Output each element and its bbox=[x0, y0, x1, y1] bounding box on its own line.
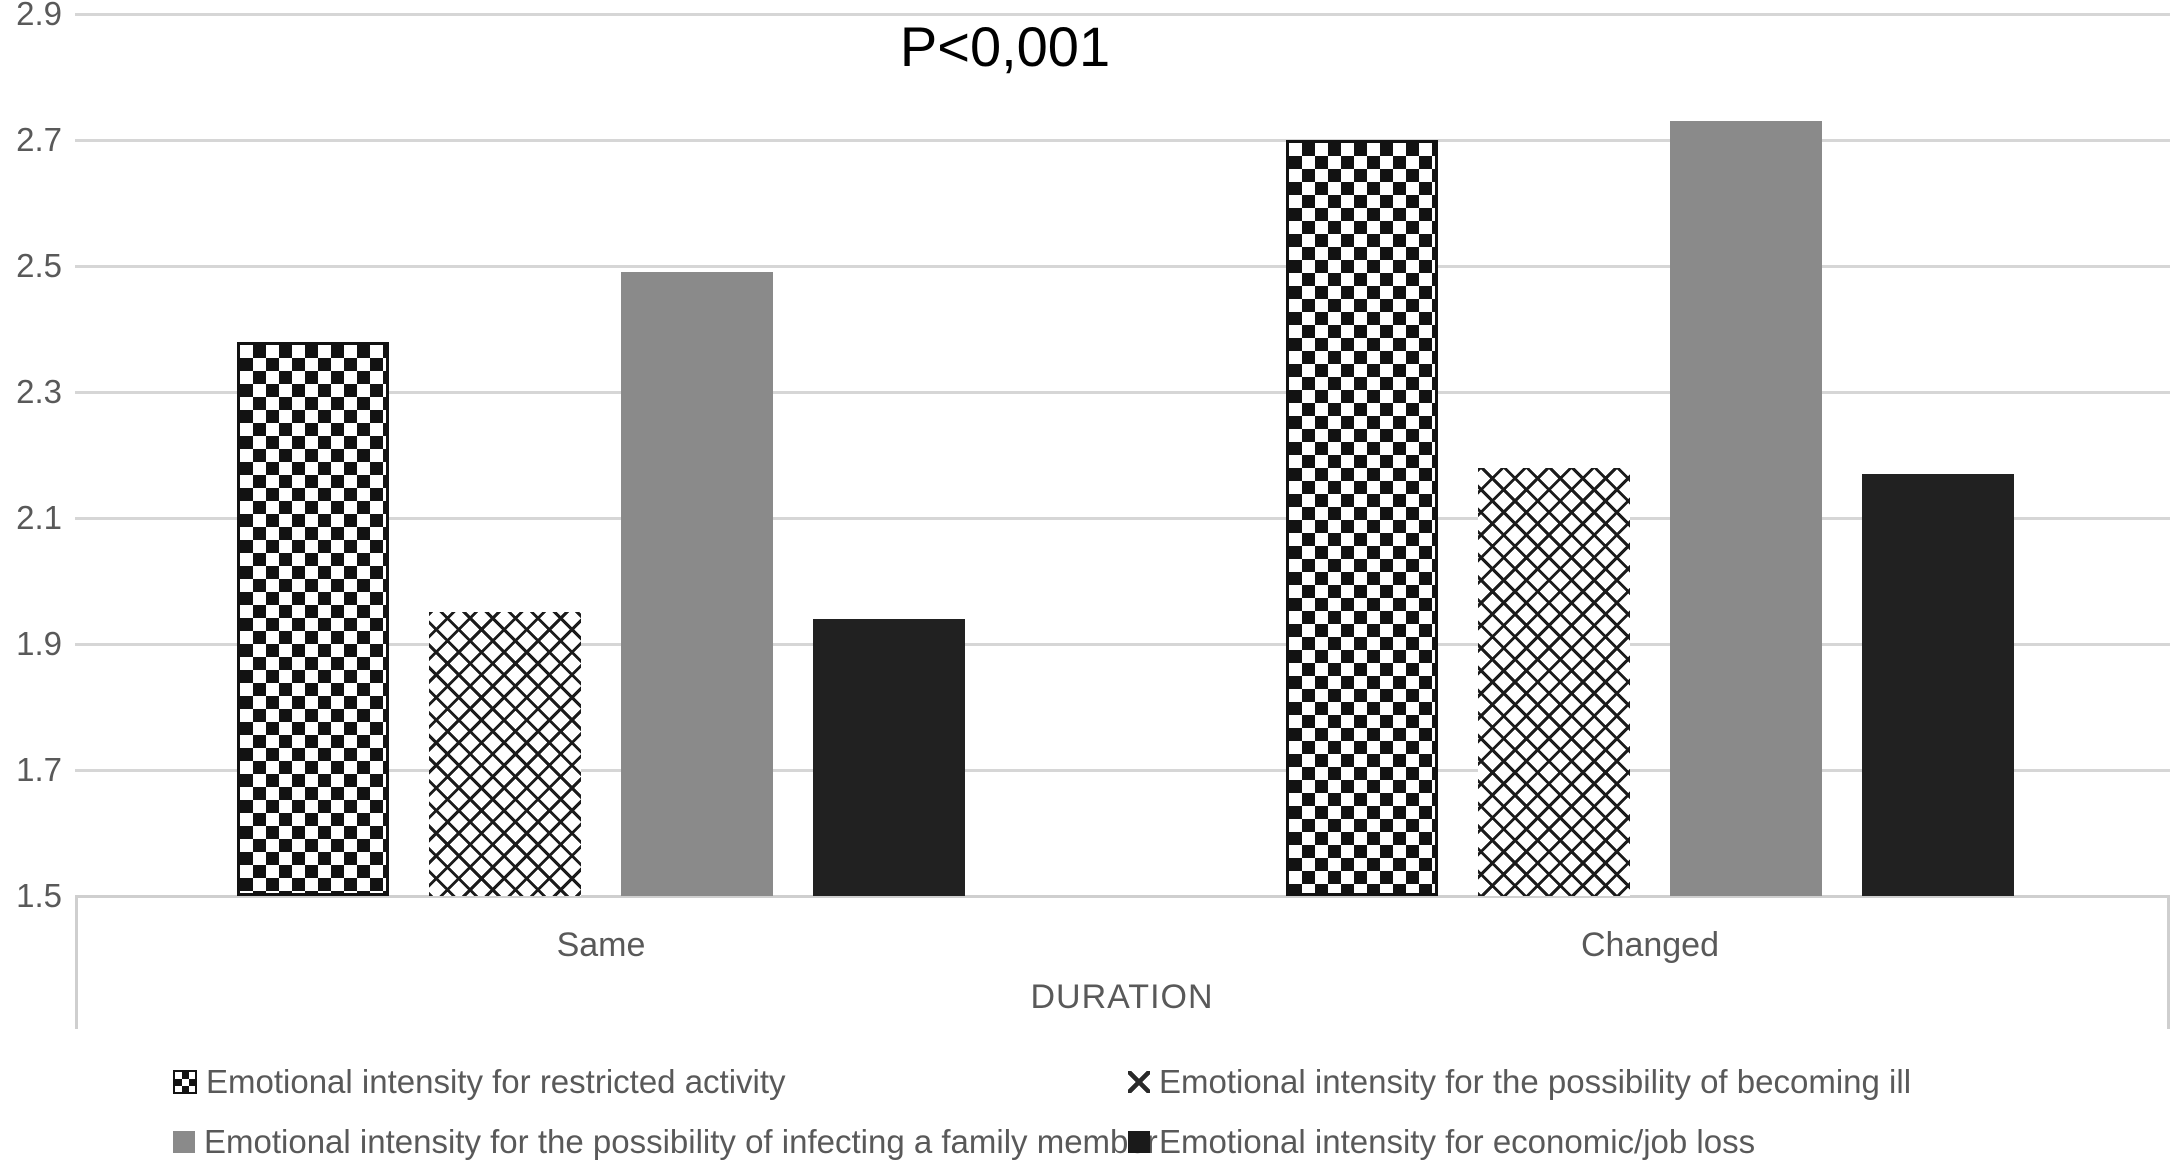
gridline-y-1.7 bbox=[75, 769, 2170, 772]
bar-crosshatch-changed bbox=[1478, 468, 1630, 896]
y-tick-label: 2.9 bbox=[16, 0, 62, 32]
gridline-y-2.9 bbox=[75, 13, 2170, 16]
gridline-y-2.3 bbox=[75, 391, 2170, 394]
gridline-y-2.5 bbox=[75, 265, 2170, 268]
category-label-changed: Changed bbox=[1580, 926, 1720, 964]
legend-label: Emotional intensity for restricted activ… bbox=[206, 1063, 786, 1100]
legend-item-checker: Emotional intensity for restricted activ… bbox=[173, 1058, 786, 1106]
y-tick-label: 2.5 bbox=[16, 247, 62, 284]
legend-item-gray: Emotional intensity for the possibility … bbox=[173, 1118, 1158, 1166]
category-axis-left-border bbox=[75, 896, 78, 1029]
gridline-y-1.9 bbox=[75, 643, 2170, 646]
bar-dark-changed bbox=[1862, 474, 2014, 896]
gridline-y-2.7 bbox=[75, 139, 2170, 142]
legend-swatch-dark-icon bbox=[1128, 1131, 1150, 1153]
gridline-y-1.5 bbox=[75, 895, 2170, 898]
y-tick-label: 1.5 bbox=[16, 877, 62, 914]
legend-item-dark: Emotional intensity for economic/job los… bbox=[1128, 1118, 1755, 1166]
bar-crosshatch-same bbox=[429, 612, 581, 896]
y-tick-label: 2.7 bbox=[16, 121, 62, 158]
legend-label: Emotional intensity for economic/job los… bbox=[1159, 1123, 1756, 1160]
chart-title: P<0,001 bbox=[899, 15, 1111, 78]
bar-gray-changed bbox=[1670, 121, 1822, 896]
category-axis-right-border bbox=[2167, 896, 2170, 1029]
gridline-y-2.1 bbox=[75, 517, 2170, 520]
y-tick-label: 2.1 bbox=[16, 499, 62, 536]
bar-checker-changed bbox=[1286, 140, 1438, 896]
legend-swatch-gray-icon bbox=[173, 1131, 195, 1153]
legend-label: Emotional intensity for the possibility … bbox=[1159, 1063, 1912, 1100]
y-tick-label: 1.9 bbox=[16, 625, 62, 662]
bar-dark-same bbox=[813, 619, 965, 896]
legend-swatch-checker-icon bbox=[173, 1070, 197, 1094]
legend-item-crosshatch: Emotional intensity for the possibility … bbox=[1128, 1058, 1911, 1106]
bar-gray-same bbox=[621, 272, 773, 896]
y-tick-label: 1.7 bbox=[16, 751, 62, 788]
legend-label: Emotional intensity for the possibility … bbox=[204, 1123, 1158, 1160]
x-axis-title: DURATION bbox=[1030, 978, 1214, 1016]
category-label-same: Same bbox=[556, 926, 646, 964]
plot-area bbox=[75, 13, 2170, 898]
y-tick-label: 2.3 bbox=[16, 373, 62, 410]
bar-checker-same bbox=[237, 342, 389, 896]
legend-swatch-crosshatch-icon bbox=[1128, 1071, 1150, 1093]
